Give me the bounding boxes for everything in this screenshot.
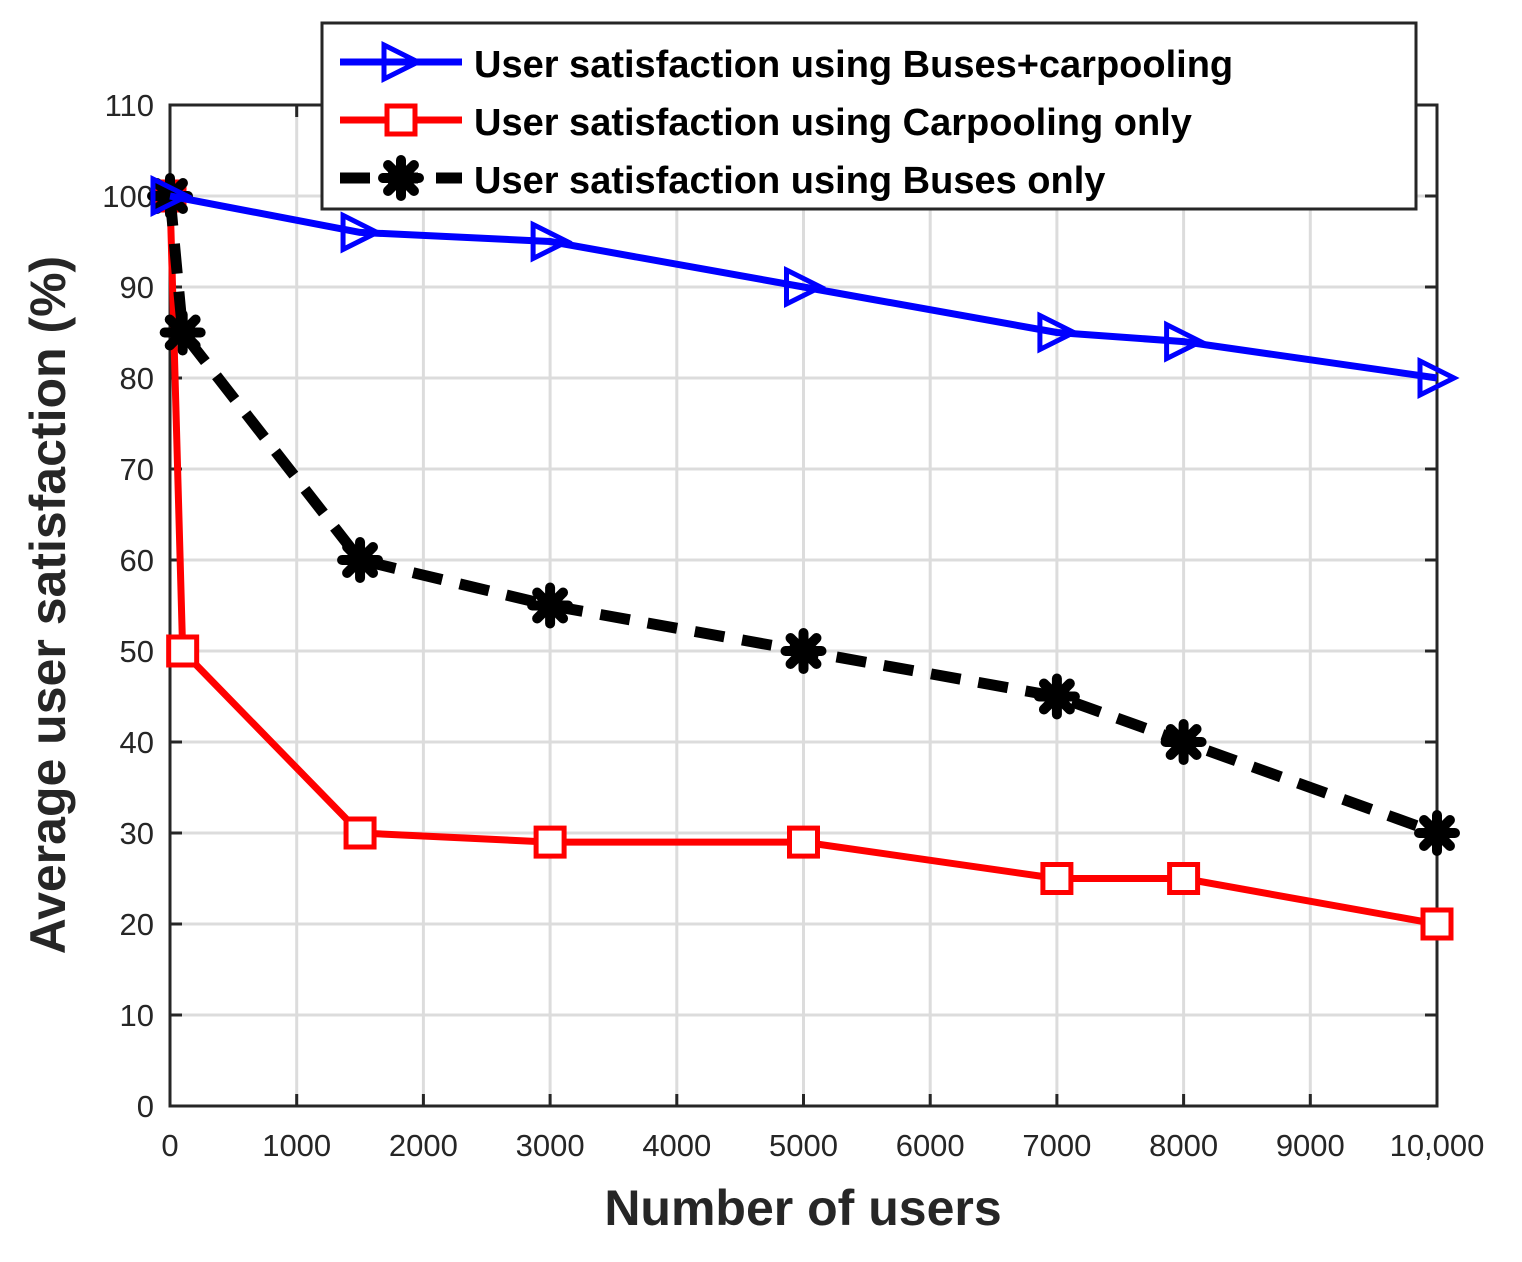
data-point-0-0: [150, 174, 193, 218]
legend-marker-0: [381, 40, 424, 84]
y-tick-label: 10: [120, 998, 154, 1033]
legend-label-carpooling-only: User satisfaction using Carpooling only: [474, 102, 1192, 144]
legend-marker-2: [378, 155, 424, 201]
data-point-2-1: [159, 309, 206, 356]
x-tick-label: 6000: [896, 1128, 965, 1163]
legend-label-buses-only: User satisfaction using Buses only: [474, 160, 1105, 202]
series-line-2: [164, 195, 1439, 839]
data-point-1-7: [1420, 907, 1454, 941]
data-point-2-3: [527, 582, 574, 629]
series-line-1: [166, 195, 1438, 928]
y-tick-label: 40: [120, 725, 154, 760]
x-tick-label: 10,000: [1390, 1128, 1485, 1163]
x-axis-title: Number of users: [604, 1180, 1001, 1236]
data-point-1-2: [343, 816, 377, 850]
y-tick-label: 20: [120, 907, 154, 942]
data-point-1-5: [1040, 862, 1074, 895]
x-tick-label: 3000: [516, 1128, 585, 1163]
data-point-1-1: [166, 634, 200, 668]
data-point-2-7: [1414, 810, 1460, 856]
data-point-2-6: [1160, 719, 1207, 765]
y-tick-label: 70: [120, 452, 154, 487]
data-point-0-3: [784, 265, 827, 309]
x-tick-label: 9000: [1276, 1128, 1345, 1163]
data-point-0-1: [340, 211, 383, 254]
data-point-0-4: [1037, 311, 1080, 354]
axis-ticks: 0 1000 2000 3000 4000 5000 6000 7000 8000 9000 10,…: [102, 88, 1484, 1163]
legend-box: [320, 21, 1418, 211]
y-tick-label: 100: [102, 179, 154, 214]
y-tick-label: 0: [137, 1089, 154, 1124]
series-line-0: [169, 192, 1438, 382]
data-point-1-3: [533, 825, 567, 859]
data-point-0-6: [1417, 356, 1460, 400]
y-tick-label: 110: [105, 88, 154, 123]
data-point-1-4: [787, 825, 820, 859]
data-point-0-2: [530, 220, 573, 263]
x-tick-label: 1000: [262, 1128, 331, 1163]
data-point-2-4: [780, 628, 827, 674]
x-tick-label: 7000: [1022, 1128, 1091, 1163]
x-tick-label: 4000: [642, 1128, 711, 1163]
legend-marker-1: [384, 103, 418, 137]
legend: User satisfaction using Buses+carpooling…: [320, 21, 1418, 211]
x-tick-label: 8000: [1149, 1128, 1218, 1163]
y-tick-label: 30: [120, 816, 154, 851]
data-point-2-2: [337, 537, 384, 583]
series-group: [147, 173, 1460, 941]
legend-label-buses-carpooling: User satisfaction using Buses+carpooling: [474, 44, 1233, 86]
y-tick-label: 60: [120, 543, 154, 578]
data-point-0-5: [1164, 320, 1207, 363]
x-tick-label: 5000: [769, 1128, 838, 1163]
legend-samples: [340, 40, 462, 201]
y-tick-label: 90: [120, 270, 154, 305]
data-point-1-6: [1167, 862, 1201, 895]
x-tick-label: 0: [161, 1128, 178, 1163]
data-point-2-5: [1033, 673, 1080, 720]
y-axis-title: Average user satisfaction (%): [20, 256, 76, 954]
y-tick-label: 80: [120, 361, 154, 396]
x-tick-label: 2000: [389, 1128, 458, 1163]
y-tick-label: 50: [120, 634, 154, 669]
